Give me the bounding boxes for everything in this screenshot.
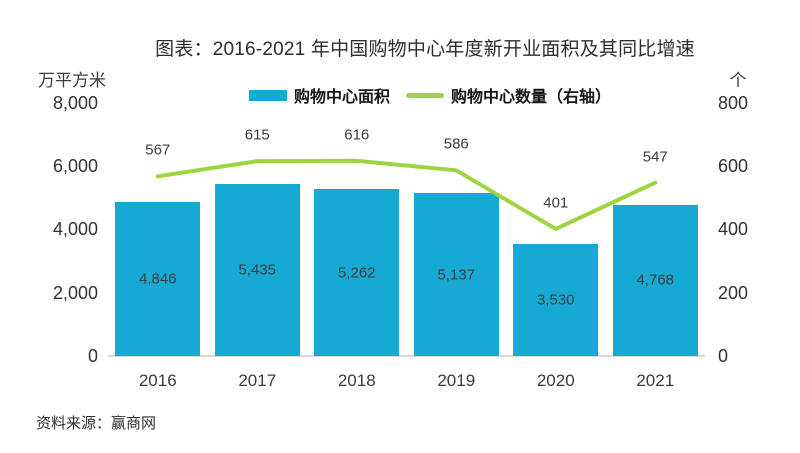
bar-2017: 5,435 (214, 183, 300, 356)
line-value-label: 616 (344, 126, 370, 144)
left-axis-tick: 0 (87, 346, 98, 366)
legend-label-count: 购物中心数量（右轴） (451, 89, 612, 106)
right-axis-tick: 200 (718, 282, 749, 303)
right-axis-tick: 600 (718, 155, 749, 176)
bar-swatch-icon (248, 89, 287, 101)
right-axis-tick: 0 (718, 346, 729, 366)
x-axis-label-2021: 2021 (636, 371, 675, 390)
line-swatch-icon (406, 92, 444, 98)
left-axis-tick: 6,000 (52, 155, 98, 176)
x-axis-label-2018: 2018 (337, 371, 376, 390)
legend: 购物中心面积 购物中心数量（右轴） (70, 84, 790, 106)
source-note: 资料来源：赢商网 (36, 415, 157, 432)
bar-2021: 4,768 (612, 204, 698, 356)
line-value-label: 401 (543, 194, 569, 212)
bar-value-label: 4,768 (636, 271, 675, 289)
bar-2018: 5,262 (314, 189, 400, 356)
line-value-label: 615 (244, 126, 270, 144)
right-axis-tick: 400 (718, 219, 749, 240)
bar-value-label: 4,846 (138, 270, 177, 288)
x-axis-label-2016: 2016 (138, 371, 177, 390)
x-axis-label-2020: 2020 (536, 371, 575, 390)
line-value-label: 586 (443, 135, 469, 153)
bar-value-label: 5,435 (238, 261, 277, 279)
right-axis-tick: 800 (718, 92, 749, 113)
legend-item-count: 购物中心数量（右轴） (406, 83, 611, 107)
line-value-label: 567 (145, 141, 171, 159)
bar-2016: 4,846 (115, 202, 201, 356)
chart-title: 图表：2016-2021 年中国购物中心年度新开业面积及其同比增速 (155, 39, 695, 60)
x-axis-label-2017: 2017 (238, 371, 277, 390)
bar-value-label: 5,262 (337, 264, 376, 282)
bar-value-label: 3,530 (536, 291, 575, 309)
x-axis-line (108, 355, 705, 357)
legend-item-area: 购物中心面积 (248, 83, 390, 107)
bar-2020: 3,530 (513, 244, 599, 356)
left-axis-tick: 8,000 (52, 92, 98, 113)
bar-2019: 5,137 (413, 193, 499, 356)
legend-label-area: 购物中心面积 (293, 89, 390, 106)
left-axis-unit: 万平方米 (38, 71, 106, 90)
right-axis-unit: 个 (729, 71, 747, 90)
bar-value-label: 5,137 (437, 266, 476, 284)
left-axis-tick: 2,000 (52, 282, 98, 303)
x-axis-label-2019: 2019 (437, 371, 476, 390)
left-axis-tick: 4,000 (52, 219, 98, 240)
line-value-label: 547 (642, 148, 668, 166)
